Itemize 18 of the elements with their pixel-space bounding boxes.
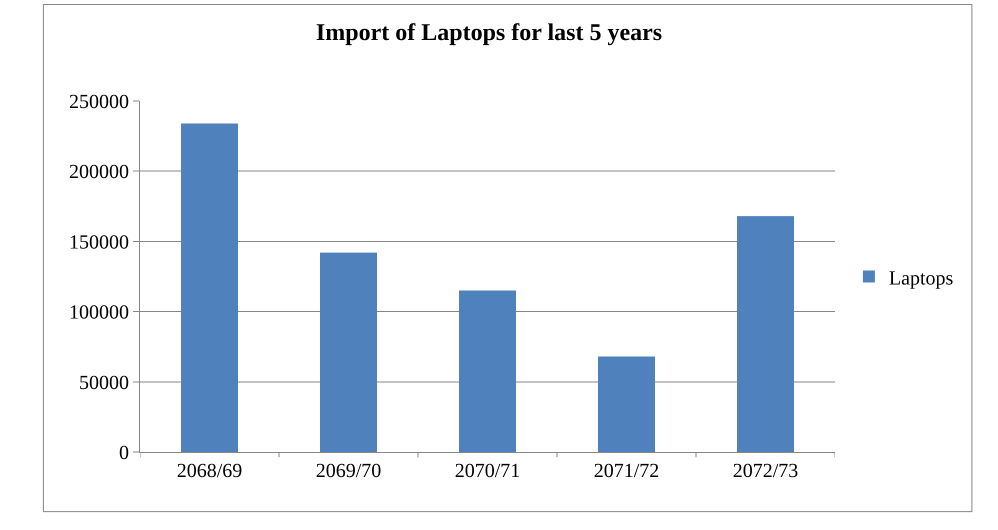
y-tick-label: 0	[119, 442, 129, 464]
y-tick-label: 150000	[69, 231, 129, 254]
x-tick-label: 2068/69	[176, 460, 242, 482]
y-tick-label: 100000	[69, 302, 129, 324]
x-tick-label: 2070/71	[454, 460, 520, 482]
chart-title: Import of Laptops for last 5 years	[316, 20, 662, 46]
x-tick-label: 2072/73	[732, 460, 798, 482]
bar	[459, 290, 516, 452]
y-tick-label: 250000	[69, 91, 129, 113]
x-tick-label: 2071/72	[594, 460, 660, 482]
bar	[181, 123, 238, 452]
x-tick-label: 2069/70	[316, 460, 382, 482]
legend-label: Laptops	[888, 267, 954, 290]
bar	[737, 216, 794, 452]
y-tick-label: 50000	[79, 372, 129, 394]
bar	[598, 356, 655, 452]
bar	[320, 252, 377, 452]
y-tick-label: 200000	[69, 161, 129, 184]
